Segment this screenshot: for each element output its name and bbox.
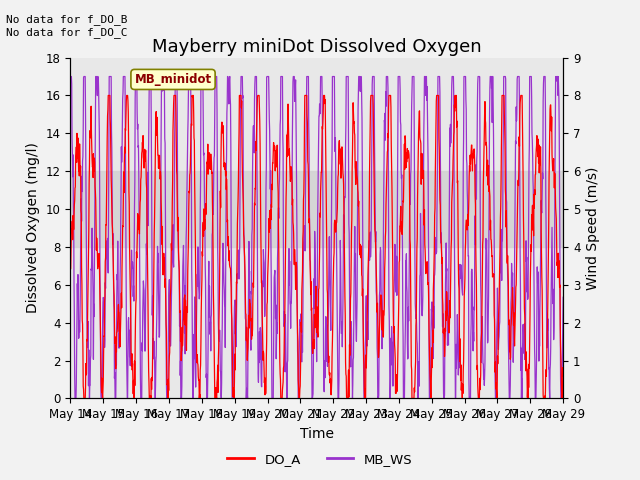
Y-axis label: Dissolved Oxygen (mg/l): Dissolved Oxygen (mg/l)	[26, 143, 40, 313]
Bar	[70, 171, 563, 247]
Title: Mayberry miniDot Dissolved Oxygen: Mayberry miniDot Dissolved Oxygen	[152, 38, 482, 56]
X-axis label: Time: Time	[300, 427, 334, 441]
Y-axis label: Wind Speed (m/s): Wind Speed (m/s)	[586, 166, 600, 290]
Legend: DO_A, MB_WS: DO_A, MB_WS	[222, 447, 418, 471]
Text: No data for f_DO_B
No data for f_DO_C: No data for f_DO_B No data for f_DO_C	[6, 14, 128, 38]
Text: MB_minidot: MB_minidot	[134, 73, 212, 86]
